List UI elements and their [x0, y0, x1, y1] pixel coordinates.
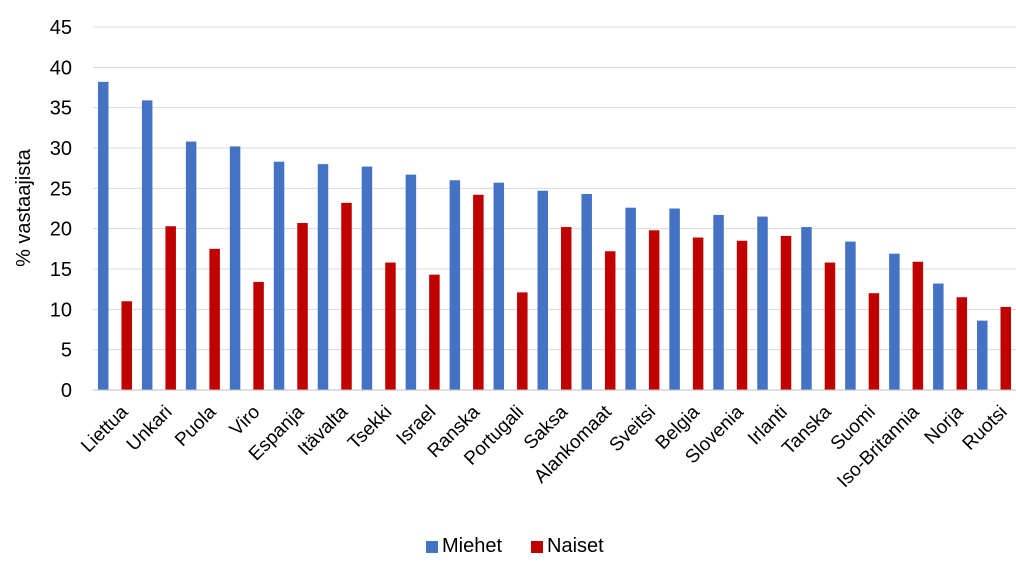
- legend: Miehet Naiset: [426, 535, 604, 557]
- bar-naiset-belgia: [692, 237, 704, 390]
- legend-label-miehet: Miehet: [442, 535, 502, 557]
- bar-naiset-espanja: [297, 223, 308, 390]
- bar-miehet-tanska: [801, 227, 812, 390]
- y-tick-label: 20: [50, 219, 72, 241]
- legend-swatch-miehet: [426, 541, 438, 553]
- y-tick-label: 0: [61, 380, 72, 402]
- y-axis-label: % vastaajista: [13, 148, 35, 267]
- bar-miehet-ruotsi: [977, 320, 988, 390]
- bar-naiset-puola: [209, 248, 220, 390]
- bar-miehet-israel: [405, 174, 417, 390]
- bar-naiset-alankomaat: [604, 251, 616, 390]
- bar-miehet-alankomaat: [581, 193, 592, 390]
- bar-miehet-tsekki: [361, 166, 373, 390]
- bar-miehet-espanja: [273, 161, 285, 390]
- x-tick-label: Sveitsi: [606, 402, 660, 456]
- legend-swatch-naiset: [531, 541, 543, 553]
- bar-naiset-iso-britannia: [912, 261, 924, 390]
- bar-miehet-puola: [185, 141, 197, 390]
- bar-miehet-unkari: [141, 100, 153, 390]
- y-tick-label: 35: [50, 98, 72, 120]
- bar-naiset-unkari: [165, 226, 176, 390]
- y-tick-label: 5: [61, 340, 72, 362]
- x-tick-label: Tanska: [778, 401, 836, 459]
- x-tick-label: Ruotsi: [959, 402, 1012, 455]
- bar-miehet-itävalta: [317, 164, 329, 390]
- bar-naiset-saksa: [561, 227, 572, 390]
- bar-miehet-iso-britannia: [889, 253, 900, 390]
- bar-naiset-ruotsi: [1000, 306, 1012, 390]
- bar-naiset-itävalta: [341, 202, 352, 390]
- y-tick-label: 10: [50, 299, 72, 321]
- bar-miehet-portugali: [493, 182, 505, 390]
- x-tick-label: Viro: [226, 402, 265, 441]
- bar-miehet-saksa: [537, 190, 548, 390]
- bar-naiset-portugali: [517, 292, 528, 390]
- bar-naiset-irlanti: [780, 235, 792, 390]
- bar-miehet-norja: [933, 283, 944, 390]
- bar-miehet-viro: [229, 146, 241, 390]
- x-tick-label: Itävalta: [294, 401, 352, 459]
- bar-miehet-liettua: [97, 81, 109, 390]
- bar-miehet-ranska: [449, 180, 461, 390]
- y-tick-label: 30: [50, 138, 72, 160]
- y-tick-label: 40: [50, 57, 72, 79]
- bar-naiset-liettua: [121, 301, 132, 390]
- bar-miehet-sveitsi: [625, 207, 636, 390]
- x-tick-label: Puola: [171, 401, 221, 451]
- bar-naiset-tsekki: [385, 262, 396, 390]
- x-tick-label: Tsekki: [344, 402, 396, 454]
- bar-naiset-slovenia: [736, 240, 748, 390]
- bars: [97, 81, 1012, 390]
- y-axis-ticks: 0 5 10 15 20 25 30 35 40 45: [50, 17, 72, 402]
- y-tick-label: 15: [50, 259, 72, 281]
- bar-naiset-sveitsi: [648, 230, 660, 390]
- x-tick-label: Unkari: [123, 402, 177, 456]
- y-tick-label: 45: [50, 17, 72, 39]
- bar-naiset-viro: [253, 281, 264, 390]
- bar-naiset-norja: [956, 297, 968, 390]
- gridlines: [93, 26, 1016, 351]
- bar-miehet-suomi: [845, 241, 856, 390]
- bar-naiset-ranska: [473, 194, 484, 390]
- bar-miehet-belgia: [669, 208, 680, 390]
- bar-naiset-israel: [429, 274, 440, 390]
- bar-naiset-tanska: [824, 262, 836, 390]
- y-tick-label: 25: [50, 178, 72, 200]
- x-tick-label: Liettua: [77, 401, 132, 456]
- bar-naiset-suomi: [868, 293, 880, 390]
- bar-miehet-slovenia: [713, 214, 724, 390]
- bar-miehet-irlanti: [757, 216, 768, 390]
- legend-label-naiset: Naiset: [547, 535, 604, 557]
